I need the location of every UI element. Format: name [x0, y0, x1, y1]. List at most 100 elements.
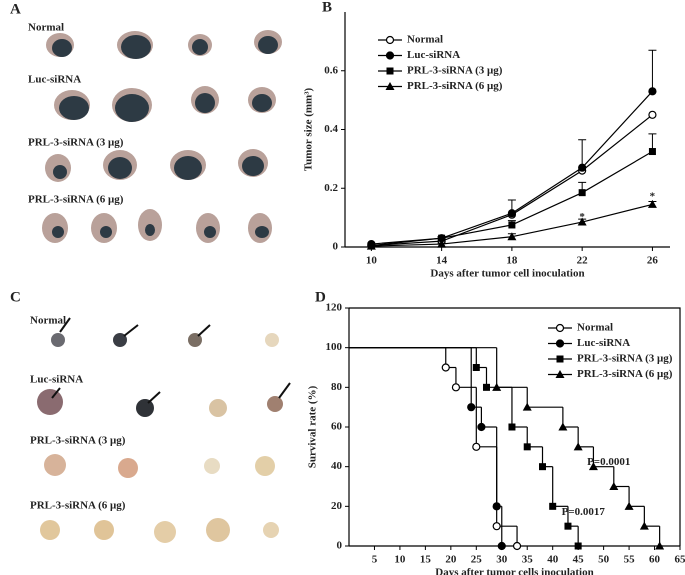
row-label: Normal: [28, 22, 64, 34]
legend-marker: [385, 51, 395, 60]
x-tick-label: 35: [522, 554, 534, 566]
series-line: [371, 151, 653, 247]
marker: [574, 542, 582, 550]
marker: [639, 521, 649, 530]
y-tick-label: 0: [337, 540, 343, 552]
marker: [492, 382, 502, 391]
x-tick-label: 30: [496, 554, 508, 566]
marker: [578, 163, 587, 172]
x-tick-label: 40: [547, 554, 559, 566]
marker: [451, 383, 461, 392]
marker: [549, 502, 557, 510]
x-tick-label: 55: [624, 554, 636, 566]
marker: [609, 482, 619, 490]
marker: [492, 522, 501, 531]
legend-label: PRL-3-siRNA (3 μg): [577, 353, 673, 365]
y-tick-label: 120: [326, 302, 343, 314]
legend-marker: [386, 67, 394, 75]
y-tick-label: 0: [333, 241, 339, 253]
y-axis-label: Tumor size (mm³): [303, 87, 315, 171]
legend-label: Normal: [407, 34, 443, 46]
marker: [366, 241, 376, 250]
frame: [349, 307, 681, 546]
y-tick-label: 0.2: [324, 182, 338, 194]
marker: [437, 239, 447, 248]
annotation: *: [579, 211, 585, 223]
legend-label: Normal: [577, 322, 613, 334]
x-tick-label: 10: [394, 554, 406, 566]
marker: [648, 87, 657, 96]
row-label: PRL-3-siRNA (3 μg): [28, 137, 124, 149]
legend-label: Luc-siRNA: [577, 337, 630, 349]
x-tick-label: 25: [471, 554, 483, 566]
marker: [624, 501, 634, 510]
tumor-photos: [42, 30, 282, 243]
y-tick-label: 40: [331, 460, 343, 472]
x-tick-label: 10: [366, 255, 378, 267]
marker: [472, 364, 480, 371]
marker: [577, 217, 587, 226]
marker: [508, 423, 516, 431]
panel-letter: C: [10, 289, 21, 305]
annotation: P=0.0001: [587, 456, 630, 468]
marker: [578, 189, 586, 197]
y-tick-label: 0.6: [324, 64, 338, 76]
marker: [523, 443, 531, 451]
marker: [508, 221, 516, 229]
marker: [588, 462, 598, 471]
y-axis-label: Survival rate (%): [307, 385, 319, 468]
legend-label: Luc-siRNA: [407, 49, 460, 61]
row-label: Normal: [30, 315, 66, 327]
x-axis-label: Days after tumor cell inoculation: [430, 268, 584, 280]
panel-letter: B: [322, 0, 332, 15]
x-tick-label: 20: [445, 554, 457, 566]
marker: [507, 209, 516, 218]
error-bar: [648, 49, 657, 92]
marker: [467, 403, 476, 412]
legend-label: PRL-3-siRNA (6 μg): [407, 80, 503, 92]
marker: [573, 442, 583, 451]
row-label: Luc-siRNA: [28, 74, 81, 86]
y-tick-label: 0.4: [324, 123, 338, 135]
marker: [655, 541, 665, 550]
x-tick-label: 65: [675, 554, 685, 566]
marker: [438, 234, 446, 242]
marker: [477, 422, 486, 432]
legend-label: PRL-3-siRNA (6 μg): [577, 368, 673, 380]
row-label: PRL-3-siRNA (3 μg): [30, 435, 126, 447]
legend-marker: [555, 370, 565, 378]
x-tick-label: 22: [577, 255, 589, 267]
panel-letter: A: [10, 1, 21, 17]
row-label: PRL-3-siRNA (6 μg): [28, 194, 124, 206]
row-label: Luc-siRNA: [30, 374, 83, 386]
y-tick-label: 100: [326, 341, 343, 353]
y-tick-label: 60: [331, 421, 343, 433]
marker: [648, 148, 656, 156]
marker: [497, 541, 506, 551]
panel-letter: D: [315, 289, 326, 305]
marker: [507, 232, 517, 241]
marker: [472, 442, 481, 451]
annotation: P=0.0017: [562, 506, 606, 518]
marker: [492, 502, 501, 511]
x-tick-label: 14: [436, 255, 448, 267]
legend-marker: [385, 35, 395, 45]
x-axis-label: Days after tumor cells inoculation: [435, 567, 593, 575]
legend-label: PRL-3-siRNA (3 μg): [407, 65, 503, 77]
lung-photos: [37, 317, 291, 543]
x-tick-label: 60: [649, 554, 661, 566]
x-tick-label: 26: [647, 255, 659, 267]
y-tick-label: 80: [331, 381, 343, 393]
marker: [564, 522, 572, 530]
marker: [522, 402, 532, 411]
legend-marker: [555, 339, 565, 348]
x-tick-label: 45: [573, 554, 585, 566]
legend-marker: [385, 82, 395, 90]
x-tick-label: 18: [506, 255, 518, 267]
marker: [539, 463, 547, 471]
marker: [441, 363, 450, 372]
error-bar: [578, 139, 587, 168]
annotation: *: [650, 191, 656, 203]
marker: [558, 422, 568, 431]
